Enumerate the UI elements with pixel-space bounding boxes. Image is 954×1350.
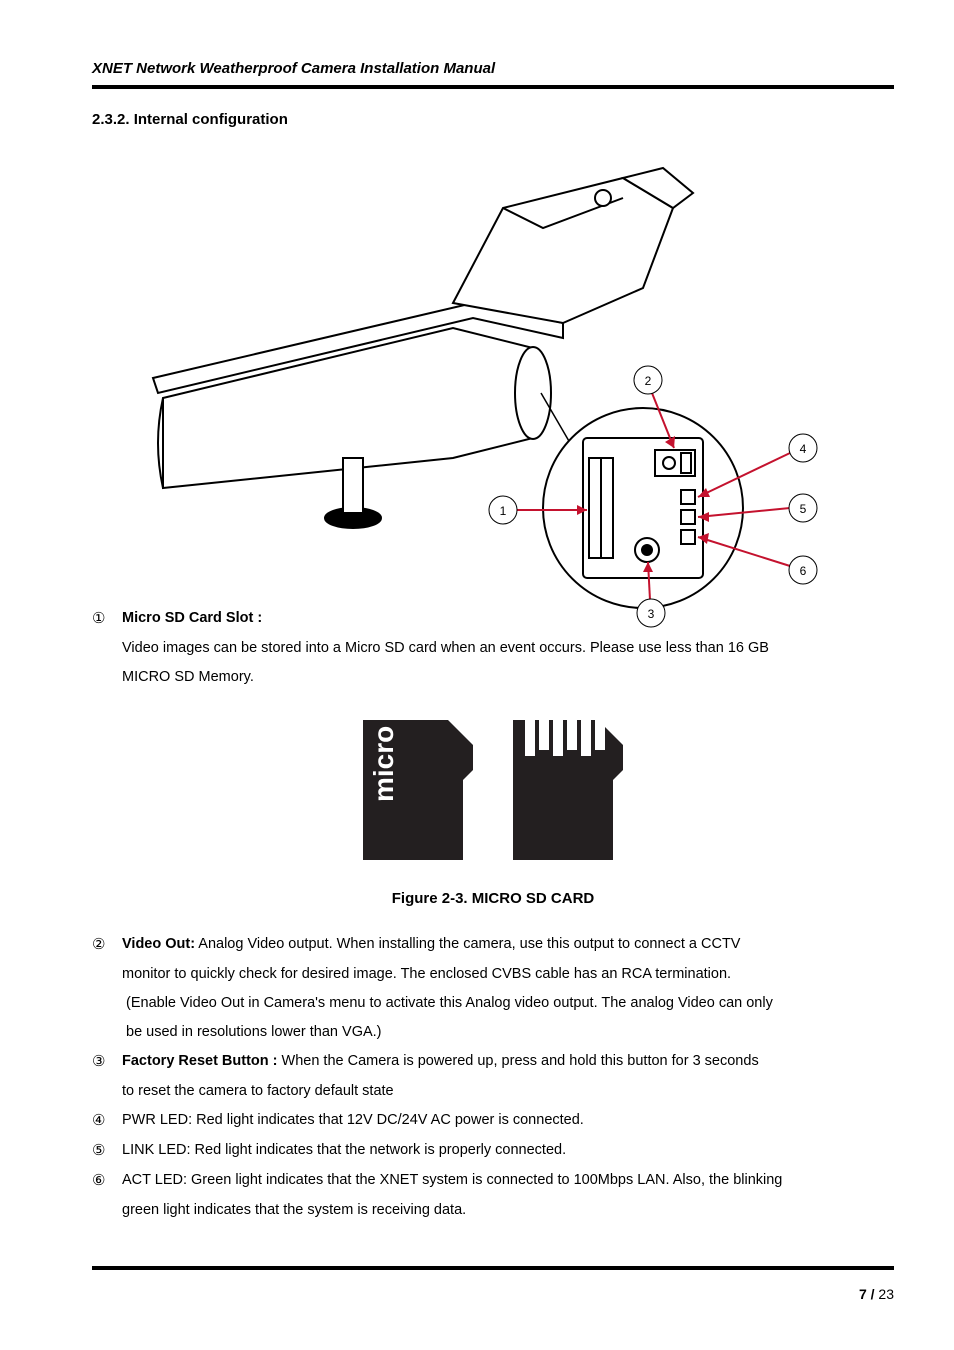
svg-text:micro: micro: [368, 726, 399, 802]
page-number: 7 / 23: [859, 1286, 894, 1302]
item-body-line: green light indicates that the system is…: [92, 1196, 894, 1225]
item-plain-text: ACT LED: Green light indicates that the …: [122, 1166, 894, 1195]
callout-5-label: 5: [800, 502, 807, 516]
section-heading: 2.3.2. Internal configuration: [92, 111, 894, 128]
item-number: ②: [92, 930, 122, 960]
item-body-line: Video images can be stored into a Micro …: [92, 634, 894, 663]
page-sep: /: [867, 1286, 879, 1302]
item-body-line: (Enable Video Out in Camera's menu to ac…: [92, 989, 894, 1018]
sd-card-back-icon: [503, 710, 633, 870]
item-body-line: monitor to quickly check for desired ima…: [92, 960, 894, 989]
item-inline-text: When the Camera is powered up, press and…: [278, 1053, 759, 1069]
callout-1-label: 1: [500, 504, 507, 518]
callout-6-label: 6: [800, 564, 807, 578]
item-title: Factory Reset Button :: [122, 1053, 278, 1069]
camera-internal-diagram: 1 2 3 4: [103, 138, 883, 628]
callout-3-label: 3: [648, 607, 655, 621]
document-page: XNET Network Weatherproof Camera Install…: [0, 0, 954, 1350]
item-plain-text: PWR LED: Red light indicates that 12V DC…: [122, 1106, 894, 1135]
item-number: ⑥: [92, 1166, 122, 1196]
footer-rule: [92, 1266, 894, 1270]
micro-sd-card-icon: micro: [353, 710, 483, 870]
callout-4-label: 4: [800, 442, 807, 456]
item-body-line: to reset the camera to factory default s…: [92, 1077, 894, 1106]
page-total: 23: [878, 1286, 894, 1302]
item-body-line: be used in resolutions lower than VGA.): [92, 1018, 894, 1047]
item-title: Video Out:: [122, 936, 195, 952]
description-list: ① Micro SD Card Slot : Video images can …: [92, 604, 894, 1225]
list-item: ⑥ ACT LED: Green light indicates that th…: [92, 1166, 894, 1196]
item-number: ⑤: [92, 1136, 122, 1166]
item-number: ③: [92, 1047, 122, 1077]
page-current: 7: [859, 1286, 867, 1302]
callout-2-label: 2: [645, 374, 652, 388]
sd-card-figure: micro: [92, 710, 894, 870]
figure-caption: Figure 2-3. MICRO SD CARD: [92, 884, 894, 914]
list-item: ② Video Out: Analog Video output. When i…: [92, 930, 894, 960]
item-number: ④: [92, 1106, 122, 1136]
list-item: ⑤ LINK LED: Red light indicates that the…: [92, 1136, 894, 1166]
item-plain-text: LINK LED: Red light indicates that the n…: [122, 1136, 894, 1165]
item-inline-text: Analog Video output. When installing the…: [195, 936, 740, 952]
list-item: ③ Factory Reset Button : When the Camera…: [92, 1047, 894, 1077]
page-header-title: XNET Network Weatherproof Camera Install…: [92, 60, 894, 85]
item-body-line: MICRO SD Memory.: [92, 663, 894, 692]
list-item: ④ PWR LED: Red light indicates that 12V …: [92, 1106, 894, 1136]
header-rule: [92, 85, 894, 89]
